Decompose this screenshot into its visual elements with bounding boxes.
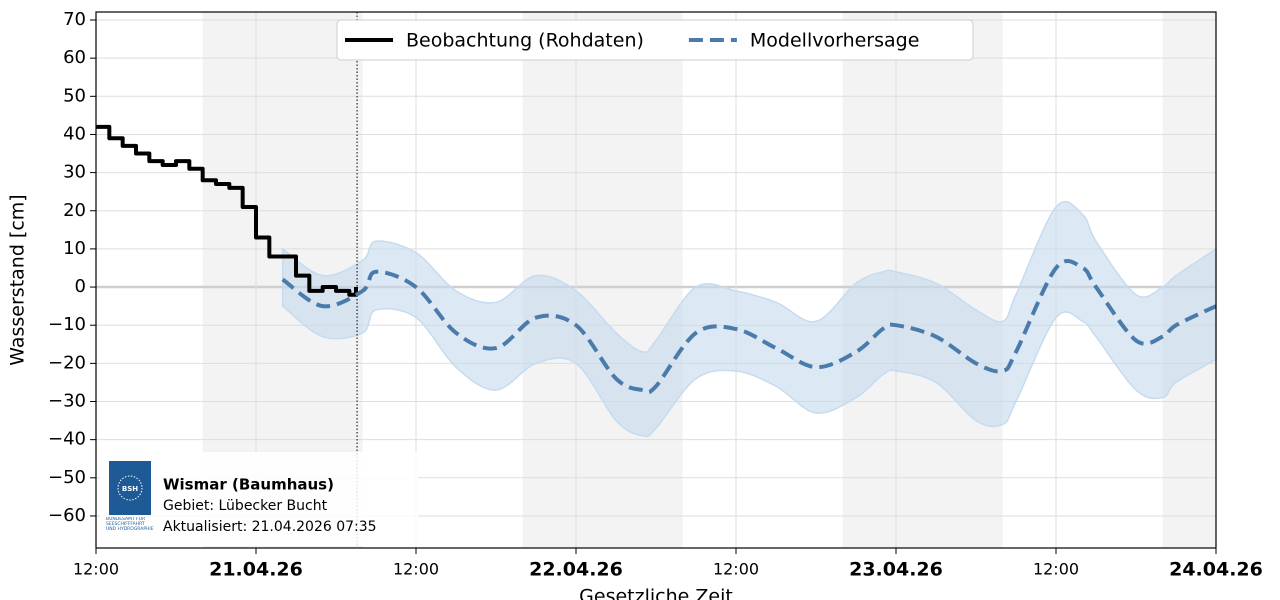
plot-frame	[95, 11, 1217, 549]
series-line	[96, 124, 358, 297]
x-tick-label: 22.04.26	[529, 559, 623, 581]
info-background	[100, 452, 418, 546]
y-tick-label: 50	[63, 85, 86, 106]
y-axis-label: Wasserstand [cm]	[7, 194, 29, 365]
x-axis-label: Gesetzliche Zeit	[579, 586, 733, 600]
y-tick-label: −40	[48, 429, 86, 450]
y-tick-label: 70	[63, 9, 86, 30]
y-tick-label: 30	[63, 162, 86, 183]
x-tick-label: 24.04.26	[1169, 559, 1263, 581]
y-tick-label: 20	[63, 200, 86, 221]
station-area: Gebiet: Lübecker Bucht	[163, 498, 328, 514]
y-tick-label: 60	[63, 47, 86, 68]
x-tick-label: 12:00	[73, 560, 119, 579]
legend-box	[336, 19, 974, 61]
y-tick-label: 10	[63, 238, 86, 259]
logo-mark: BSH	[122, 485, 138, 493]
x-tick-label: 12:00	[393, 560, 439, 579]
x-tick-label: 12:00	[713, 560, 759, 579]
y-tick-label: 40	[63, 123, 86, 144]
updated: Aktualisiert: 21.04.2026 07:35	[163, 519, 377, 535]
y-tick-label: −30	[48, 391, 86, 412]
x-tick-label: 23.04.26	[849, 559, 943, 581]
logo-caption-box: BUNDESAMT FÜR SEESCHIFFFAHRT UND HYDROGR…	[106, 517, 154, 532]
station-name: Wismar (Baumhaus)	[163, 476, 334, 494]
series-line	[281, 259, 1217, 395]
x-tick-label: 21.04.26	[209, 559, 303, 581]
y-tick-label: −50	[48, 467, 86, 488]
logo-ring	[117, 475, 143, 501]
y-tick-label: 0	[75, 276, 86, 297]
legend-label: Beobachtung (Rohdaten)	[406, 30, 644, 52]
info-box: BSH BUNDESAMT FÜR SEESCHIFFFAHRT UND HYD…	[100, 452, 418, 546]
y-tick-label: −20	[48, 352, 86, 373]
logo-caption: BUNDESAMT FÜR SEESCHIFFFAHRT UND HYDROGR…	[106, 517, 154, 532]
y-tick-label: −10	[48, 314, 86, 335]
legend-label: Modellvorhersage	[750, 30, 920, 52]
logo	[109, 461, 151, 515]
y-tick-label: −60	[48, 505, 86, 526]
x-tick-label: 12:00	[1033, 560, 1079, 579]
